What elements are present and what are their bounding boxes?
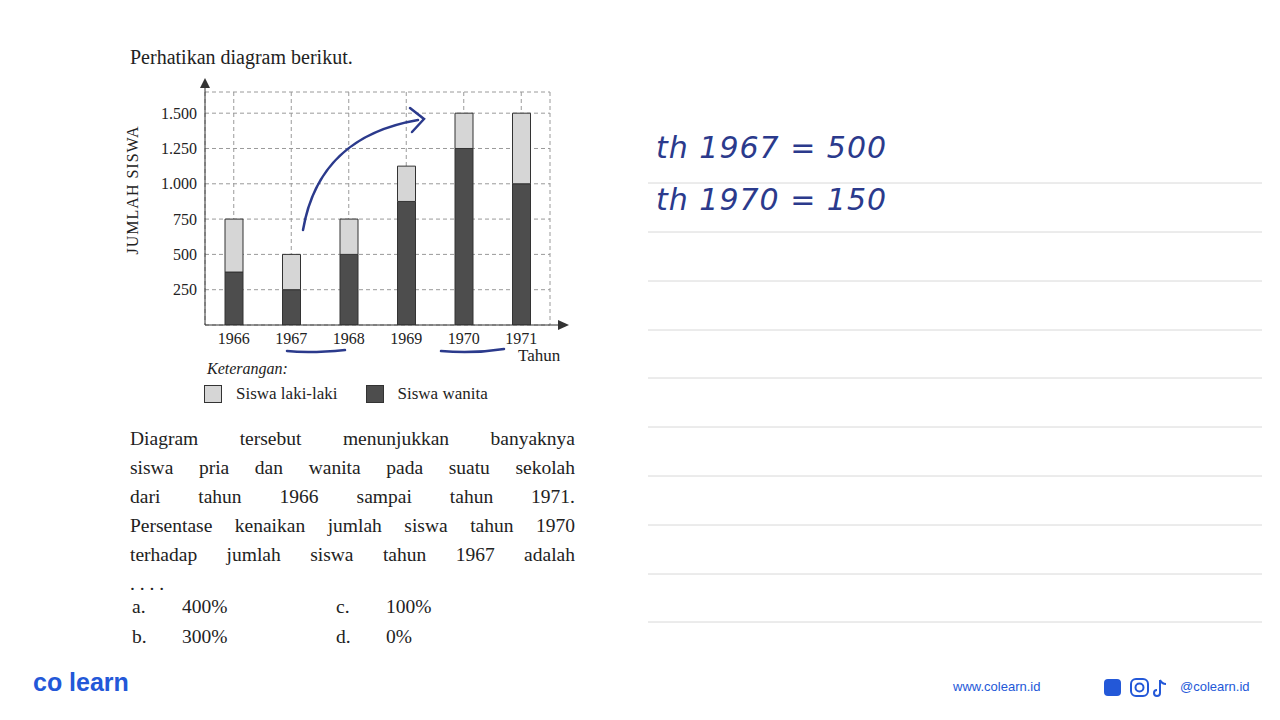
html-text:a.: a. xyxy=(132,596,146,617)
html-text:d.: d. xyxy=(336,626,351,647)
html-text:Siswa laki-laki: Siswa laki-laki xyxy=(236,384,338,403)
html-text:Keterangan:: Keterangan: xyxy=(207,360,288,377)
svg-text:1970: 1970 xyxy=(448,330,480,347)
html-text:400%: 400% xyxy=(182,596,228,617)
html-text:@colearn.id: @colearn.id xyxy=(1180,679,1250,694)
html-text:Diagram tersebut menunjukkan b: Diagram tersebut menunjukkan banyaknya xyxy=(130,428,575,449)
svg-text:1.500: 1.500 xyxy=(161,105,197,122)
html-text:th 1970 = 150: th 1970 = 150 xyxy=(656,182,888,217)
svg-text:1968: 1968 xyxy=(333,330,365,347)
html-text:c.: c. xyxy=(336,596,350,617)
svg-text:500: 500 xyxy=(173,246,197,263)
html-text:dari tahun 1966 sampai tahun 1: dari tahun 1966 sampai tahun 1971. xyxy=(130,486,575,507)
html-text:th 1967 = 500: th 1967 = 500 xyxy=(656,130,888,165)
html-text:Tahun: Tahun xyxy=(518,346,561,365)
html-text:0%: 0% xyxy=(386,626,412,647)
html-text:www.colearn.id: www.colearn.id xyxy=(953,679,1041,694)
svg-text:1.250: 1.250 xyxy=(161,140,197,157)
svg-text:1.000: 1.000 xyxy=(161,175,197,192)
html-text:co learn: co learn xyxy=(33,668,129,696)
svg-text:250: 250 xyxy=(173,281,197,298)
svg-text:1967: 1967 xyxy=(275,330,307,347)
svg-text:1971: 1971 xyxy=(505,330,537,347)
html-text:Siswa wanita: Siswa wanita xyxy=(397,384,488,403)
html-text:terhadap jumlah siswa tahun 19: terhadap jumlah siswa tahun 1967 adalah xyxy=(130,544,575,565)
svg-text:750: 750 xyxy=(173,211,197,228)
html-text:Persentase kenaikan jumlah sis: Persentase kenaikan jumlah siswa tahun 1… xyxy=(130,515,575,536)
html-text:100%: 100% xyxy=(386,596,432,617)
svg-text:1966: 1966 xyxy=(218,330,250,347)
html-text:Perhatikan diagram berikut.: Perhatikan diagram berikut. xyxy=(130,46,353,68)
html-text:JUMLAH SISWA: JUMLAH SISWA xyxy=(124,125,141,255)
html-text:siswa pria dan wanita pada sua: siswa pria dan wanita pada suatu sekolah xyxy=(130,457,575,478)
html-text:300%: 300% xyxy=(182,626,228,647)
svg-text:1969: 1969 xyxy=(390,330,422,347)
html-text:b.: b. xyxy=(132,626,147,647)
